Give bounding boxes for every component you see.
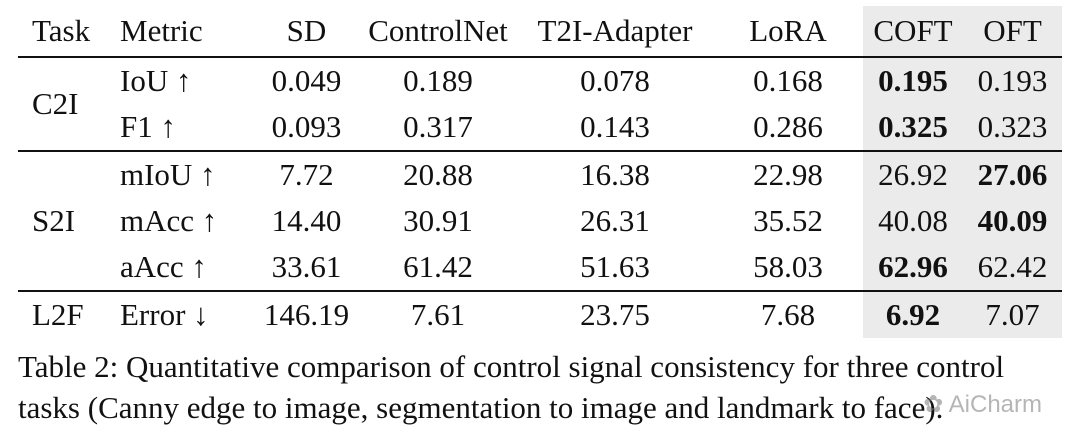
- table-row: L2F Error ↓ 146.19 7.61 23.75 7.68 6.92 7.07: [18, 290, 1062, 338]
- metric-cell: IoU ↑: [106, 56, 254, 104]
- results-table-container: Task Metric SD ControlNet T2I-Adapter Lo…: [18, 6, 1062, 338]
- caption-line-1: Table 2: Quantitative comparison of cont…: [18, 349, 1005, 384]
- header-lora: LoRA: [749, 13, 827, 48]
- metric-cell: mIoU ↑: [106, 150, 254, 198]
- table-row: S2I mIoU ↑ 7.72 20.88 16.38 22.98 26.92 27.06: [18, 150, 1062, 291]
- results-table: Task Metric SD ControlNet T2I-Adapter Lo…: [18, 6, 1062, 338]
- value-cell: 40.08: [863, 198, 963, 244]
- table-caption: Table 2: Quantitative comparison of cont…: [18, 346, 1068, 428]
- value-cell: 62.96: [863, 244, 963, 291]
- wechat-icon: ✿: [923, 391, 949, 418]
- header-metric: Metric: [120, 13, 203, 48]
- value-cell: 0.168: [713, 56, 863, 104]
- value-cell: 0.323: [963, 104, 1062, 151]
- table-row: aAcc ↑ 33.61 61.42 51.63 58.03 62.96 62.42: [18, 244, 1062, 291]
- value-cell: 14.40: [271, 203, 342, 238]
- value-cell: 7.72: [254, 150, 359, 198]
- header-controlnet: ControlNet: [368, 13, 508, 48]
- value-cell: 0.193: [963, 56, 1062, 104]
- header-t2i-adapter: T2I-Adapter: [537, 13, 693, 48]
- value-cell: 30.91: [403, 203, 473, 238]
- value-cell: 0.195: [863, 56, 963, 104]
- value-cell: 0.078: [517, 56, 713, 104]
- task-cell: S2I: [18, 150, 106, 291]
- value-cell: 146.19: [254, 290, 359, 338]
- value-cell: 0.189: [359, 56, 517, 104]
- watermark-logo: ✿ AiCharm: [923, 390, 1042, 419]
- header-coft: COFT: [863, 6, 963, 57]
- value-cell: 61.42: [403, 249, 473, 284]
- header-task: Task: [32, 13, 91, 48]
- value-cell: 26.31: [580, 203, 650, 238]
- metric-cell: aAcc ↑: [120, 249, 207, 284]
- watermark-text: AiCharm: [948, 391, 1042, 418]
- value-cell: 20.88: [359, 150, 517, 198]
- value-cell: 62.42: [963, 244, 1062, 291]
- task-cell: L2F: [18, 290, 106, 338]
- value-cell: 0.049: [254, 56, 359, 104]
- value-cell: 7.61: [359, 290, 517, 338]
- value-cell: 51.63: [580, 249, 650, 284]
- header-oft: OFT: [963, 6, 1062, 57]
- value-cell: 27.06: [963, 150, 1062, 198]
- metric-cell: mAcc ↑: [120, 203, 218, 238]
- table-row: mAcc ↑ 14.40 30.91 26.31 35.52 40.08 40.09: [18, 198, 1062, 244]
- value-cell: 0.143: [580, 109, 650, 144]
- value-cell: 58.03: [753, 249, 823, 284]
- table-header-row: Task Metric SD ControlNet T2I-Adapter Lo…: [18, 6, 1062, 57]
- task-cell: C2I: [18, 56, 106, 151]
- value-cell: 40.09: [963, 198, 1062, 244]
- value-cell: 0.286: [753, 109, 823, 144]
- value-cell: 26.92: [863, 150, 963, 198]
- value-cell: 33.61: [271, 249, 342, 284]
- table-row: C2I IoU ↑ 0.049 0.189 0.078 0.168 0.195 0.193: [18, 56, 1062, 151]
- value-cell: 0.317: [403, 109, 473, 144]
- value-cell: 22.98: [713, 150, 863, 198]
- value-cell: 23.75: [517, 290, 713, 338]
- value-cell: 16.38: [517, 150, 713, 198]
- caption-line-2: tasks (Canny edge to image, segmentation…: [18, 390, 944, 425]
- metric-cell: F1 ↑: [120, 109, 176, 144]
- value-cell: 7.07: [963, 290, 1062, 338]
- value-cell: 6.92: [863, 290, 963, 338]
- value-cell: 0.093: [271, 109, 342, 144]
- metric-cell: Error ↓: [106, 290, 254, 338]
- table-row: F1 ↑ 0.093 0.317 0.143 0.286 0.325 0.323: [18, 104, 1062, 151]
- header-sd: SD: [286, 13, 327, 48]
- value-cell: 0.325: [863, 104, 963, 151]
- table-body: C2I IoU ↑ 0.049 0.189 0.078 0.168 0.195 0.193 F1…: [18, 56, 1062, 338]
- value-cell: 35.52: [753, 203, 823, 238]
- value-cell: 7.68: [713, 290, 863, 338]
